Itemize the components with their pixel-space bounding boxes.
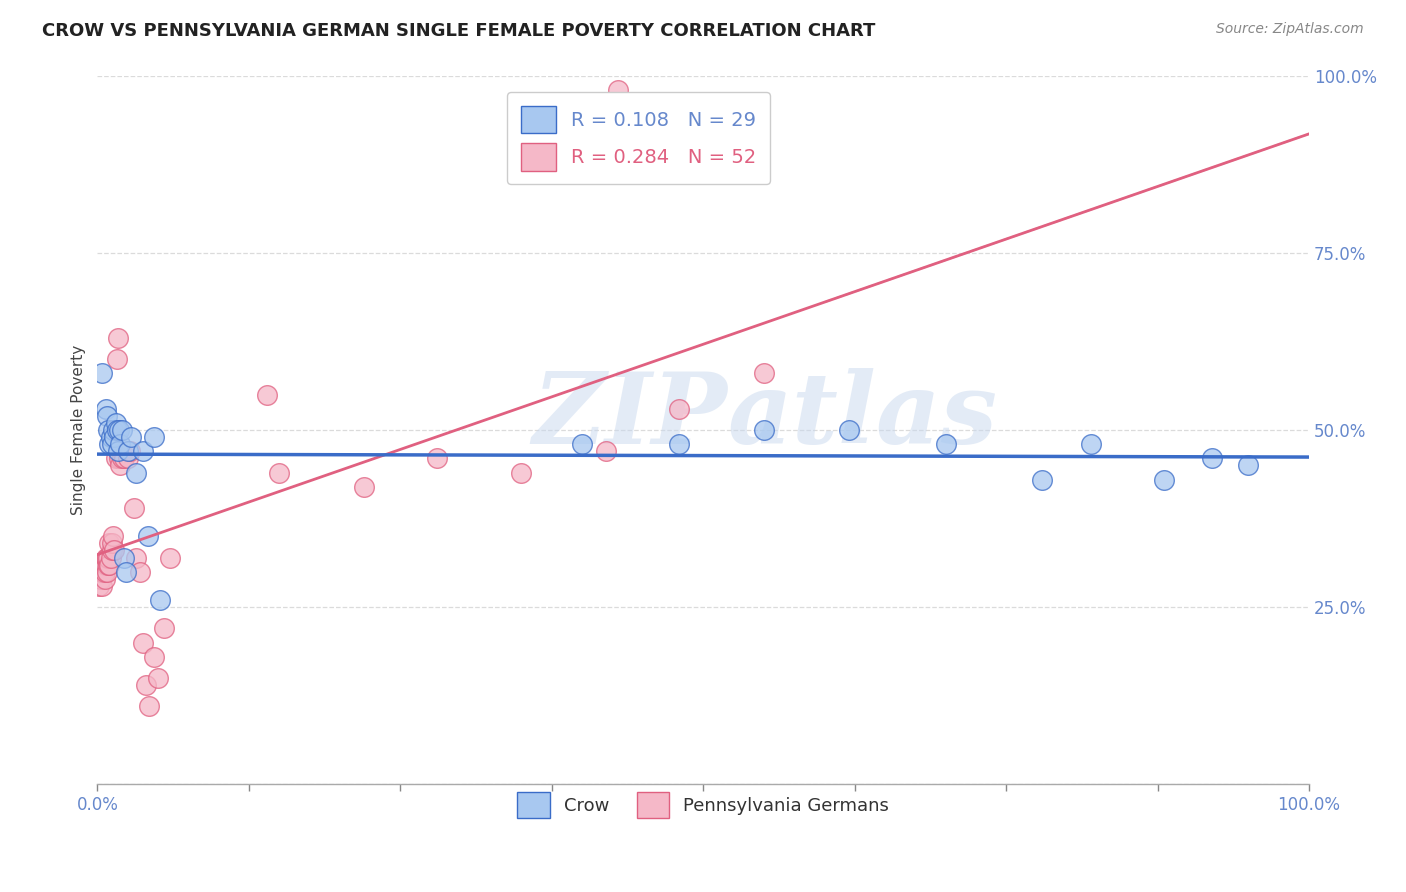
Point: [138, 699, 160, 714]
Point: [935, 437, 957, 451]
Point: [1080, 437, 1102, 451]
Point: [143, 430, 166, 444]
Y-axis label: Single Female Poverty: Single Female Poverty: [72, 345, 86, 515]
Point: [91, 565, 114, 579]
Point: [1153, 473, 1175, 487]
Point: [89, 558, 111, 572]
Point: [112, 550, 135, 565]
Point: [110, 437, 132, 451]
Point: [103, 543, 125, 558]
Text: Source: ZipAtlas.com: Source: ZipAtlas.com: [1216, 22, 1364, 37]
Point: [136, 529, 159, 543]
Point: [90, 572, 112, 586]
Point: [269, 466, 291, 480]
Point: [101, 437, 124, 451]
Point: [146, 671, 169, 685]
Text: CROW VS PENNSYLVANIA GERMAN SINGLE FEMALE POVERTY CORRELATION CHART: CROW VS PENNSYLVANIA GERMAN SINGLE FEMAL…: [42, 22, 876, 40]
Point: [120, 444, 142, 458]
Point: [101, 536, 124, 550]
Point: [607, 83, 630, 97]
Point: [108, 423, 131, 437]
Point: [93, 572, 115, 586]
Point: [128, 565, 150, 579]
Point: [426, 451, 449, 466]
Point: [97, 423, 120, 437]
Point: [103, 430, 125, 444]
Point: [98, 558, 121, 572]
Point: [89, 565, 111, 579]
Point: [96, 550, 118, 565]
Point: [104, 451, 127, 466]
Point: [838, 423, 860, 437]
Point: [87, 579, 110, 593]
Point: [93, 558, 115, 572]
Point: [91, 366, 114, 380]
Point: [353, 480, 375, 494]
Point: [117, 444, 139, 458]
Point: [98, 536, 121, 550]
Point: [110, 451, 132, 466]
Point: [100, 430, 122, 444]
Text: atlas: atlas: [727, 368, 997, 464]
Point: [120, 430, 142, 444]
Point: [125, 550, 148, 565]
Point: [101, 423, 124, 437]
Point: [94, 558, 117, 572]
Point: [93, 565, 115, 579]
Point: [1031, 473, 1053, 487]
Point: [110, 423, 132, 437]
Point: [143, 649, 166, 664]
Point: [149, 593, 172, 607]
Legend: Crow, Pennsylvania Germans: Crow, Pennsylvania Germans: [510, 785, 897, 825]
Point: [668, 437, 690, 451]
Point: [571, 437, 593, 451]
Point: [752, 366, 775, 380]
Point: [112, 451, 135, 466]
Point: [104, 416, 127, 430]
Point: [97, 550, 120, 565]
Point: [107, 444, 129, 458]
Point: [100, 550, 122, 565]
Point: [101, 529, 124, 543]
Point: [1201, 451, 1223, 466]
Point: [98, 437, 121, 451]
Point: [96, 409, 118, 423]
Point: [135, 678, 157, 692]
Point: [132, 444, 155, 458]
Point: [159, 550, 181, 565]
Point: [97, 558, 120, 572]
Text: ZIP: ZIP: [533, 368, 727, 464]
Point: [94, 401, 117, 416]
Point: [96, 565, 118, 579]
Point: [752, 423, 775, 437]
Point: [91, 579, 114, 593]
Point: [105, 423, 128, 437]
Point: [110, 458, 132, 473]
Point: [101, 543, 124, 558]
Point: [93, 565, 115, 579]
Point: [122, 500, 145, 515]
Point: [94, 550, 117, 565]
Point: [125, 466, 148, 480]
Point: [595, 444, 617, 458]
Point: [90, 565, 112, 579]
Point: [108, 451, 131, 466]
Point: [117, 451, 139, 466]
Point: [510, 466, 533, 480]
Point: [1237, 458, 1260, 473]
Point: [668, 401, 690, 416]
Point: [105, 352, 128, 367]
Point: [107, 331, 129, 345]
Point: [256, 387, 278, 401]
Point: [132, 635, 155, 649]
Point: [153, 622, 176, 636]
Point: [115, 565, 138, 579]
